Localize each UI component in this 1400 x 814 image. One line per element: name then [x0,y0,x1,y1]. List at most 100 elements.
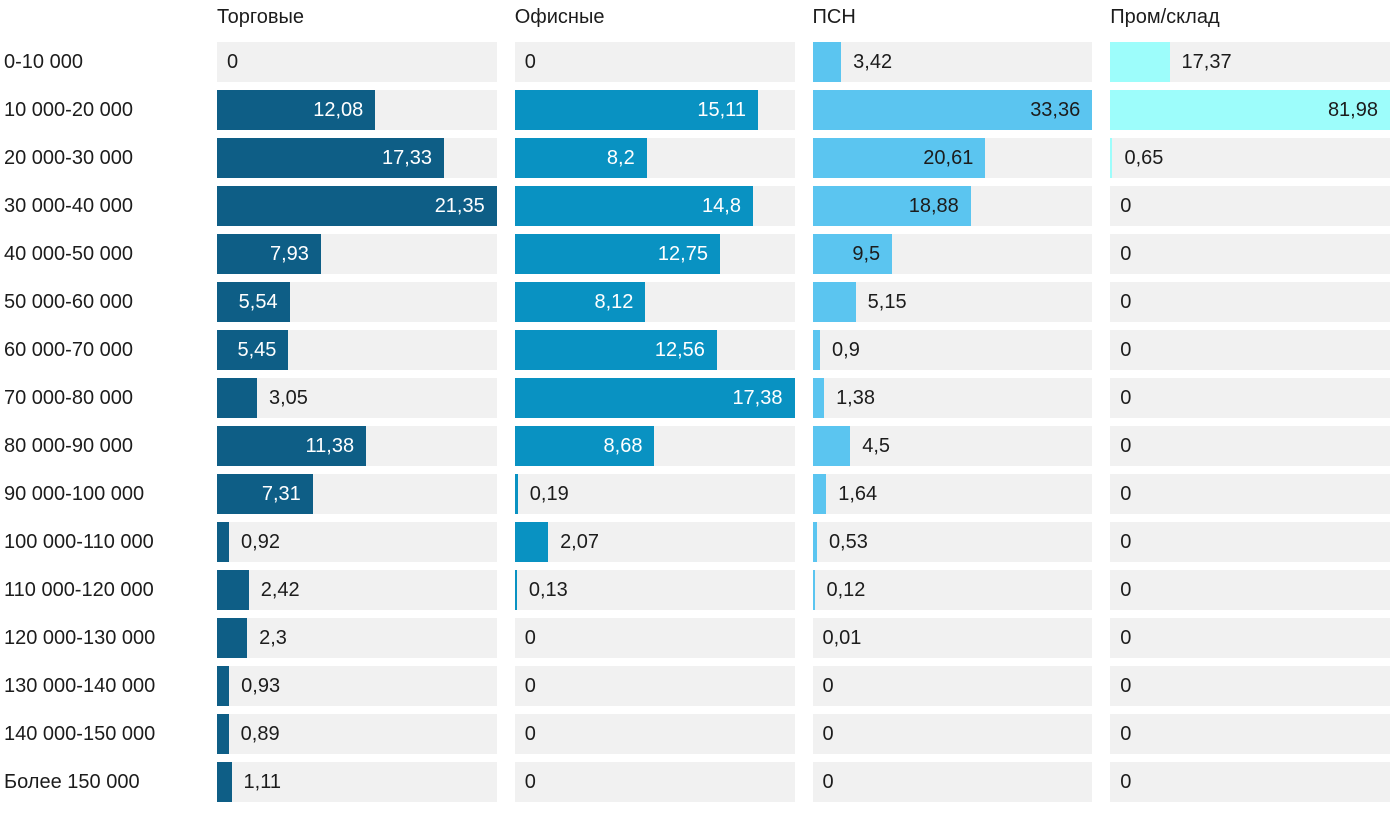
bar [217,618,248,658]
bar-track: 9,5 [812,234,1093,274]
bar-track: 0 [1110,234,1390,274]
bar [812,474,827,514]
bar-value-label: 18,88 [908,194,959,217]
bar: 18,88 [812,186,971,226]
bar: 8,68 [514,426,655,466]
bar-track: 0 [812,714,1093,754]
bar-track: 0 [1110,186,1390,226]
bar-track: 0,89 [217,714,497,754]
bar-value-label: 8,2 [606,146,635,169]
row-label-price-range: 20 000-30 000 [4,146,134,169]
bar-track: 81,98 [1110,90,1390,130]
column-header-prom-sklad: Пром/склад [1110,6,1220,28]
bar [1110,138,1113,178]
bar-track: 0 [1110,570,1390,610]
bar-track: 11,38 [217,426,497,466]
bar-value-label: 4,5 [862,434,891,457]
bar-value-label: 0 [1120,194,1132,217]
bar-track: 12,56 [514,330,795,370]
bar-track: 0,92 [217,522,497,562]
bar-value-label: 0 [1120,434,1132,457]
bar-value-label: 0,93 [241,674,281,697]
bar: 14,8 [514,186,753,226]
bar-value-label: 12,56 [654,338,705,361]
bar: 5,45 [217,330,289,370]
bar-value-label: 0 [1120,338,1132,361]
bar-value-label: 9,5 [852,242,881,265]
bar-track: 0 [1110,378,1390,418]
bar [217,714,229,754]
bar: 12,08 [217,90,376,130]
bar-track: 5,54 [217,282,497,322]
bar: 81,98 [1110,90,1390,130]
bar-track: 1,64 [812,474,1093,514]
bar-value-label: 0 [1120,290,1132,313]
row-label-price-range: Более 150 000 [4,770,140,793]
bar: 12,56 [514,330,717,370]
bar-value-label: 2,07 [560,530,599,553]
bar-value-label: 0 [524,770,536,793]
bar-value-label: 5,15 [867,290,907,313]
bar-track: 4,5 [812,426,1093,466]
bar-track: 5,45 [217,330,497,370]
bar: 11,38 [217,426,367,466]
bar-track: 33,36 [812,90,1093,130]
row-label-price-range: 40 000-50 000 [4,242,134,265]
bar-value-label: 0 [1120,674,1132,697]
bar-value-label: 11,38 [305,434,355,457]
bar-value-label: 8,68 [603,434,643,457]
bar: 17,38 [514,378,795,418]
bar [1110,42,1170,82]
bar-track: 17,37 [1110,42,1390,82]
row-label-price-range: 140 000-150 000 [4,722,156,745]
bar-value-label: 1,64 [838,482,878,505]
bar-value-label: 0 [1120,722,1132,745]
bar-track: 0 [1110,666,1390,706]
bar: 15,11 [514,90,758,130]
bar-value-label: 17,33 [382,146,433,169]
bar-track: 0,01 [812,618,1093,658]
bar-value-label: 7,93 [269,242,309,265]
bar [217,378,257,418]
bar [217,666,230,706]
bar-track: 3,05 [217,378,497,418]
bar-track: 1,11 [217,762,497,802]
bar-track: 8,12 [514,282,795,322]
row-label-price-range: 120 000-130 000 [4,626,156,649]
bar-value-label: 0,65 [1124,146,1164,169]
bar [514,522,549,562]
bar-track: 0 [514,714,795,754]
bar-value-label: 8,12 [594,290,634,313]
bar-track: 18,88 [812,186,1093,226]
row-label-price-range: 130 000-140 000 [4,674,156,697]
bar: 9,5 [812,234,893,274]
bar-track: 0,65 [1110,138,1390,178]
bar-value-label: 0,01 [822,626,862,649]
bar-value-label: 0,89 [240,722,280,745]
bar [812,426,851,466]
bar-value-label: 5,45 [237,338,277,361]
bar-value-label: 20,61 [923,146,974,169]
bar-value-label: 0 [1120,386,1132,409]
bar [217,522,230,562]
row-label-price-range: 10 000-20 000 [4,98,134,121]
bar-track: 0 [812,762,1093,802]
bar-track: 0,93 [217,666,497,706]
bar-track: 0 [1110,426,1390,466]
bar: 17,33 [217,138,445,178]
bar-value-label: 15,11 [697,98,746,121]
bar-track: 0 [514,618,795,658]
row-label-price-range: 100 000-110 000 [4,530,154,553]
bar-value-label: 17,38 [732,386,783,409]
bar-track: 2,3 [217,618,497,658]
bar-value-label: 2,42 [260,578,300,601]
bar-track: 0,12 [812,570,1093,610]
bar-track: 0 [1110,330,1390,370]
bar-track: 0 [217,42,497,82]
bar-track: 20,61 [812,138,1093,178]
bar-track: 2,42 [217,570,497,610]
bar-value-label: 0 [1120,578,1132,601]
bar-value-label: 2,3 [259,626,287,649]
bar-track: 8,68 [514,426,795,466]
